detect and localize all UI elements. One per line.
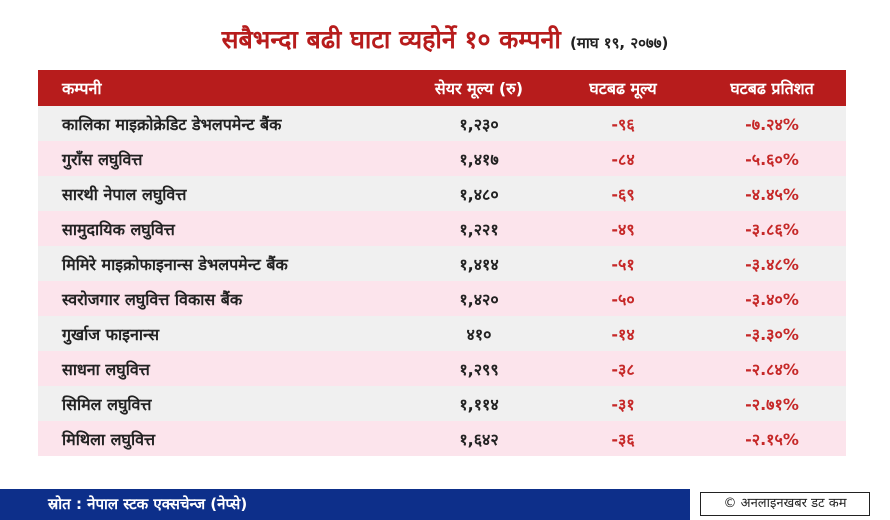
header-percent-change: घटबढ प्रतिशत — [730, 79, 814, 98]
table-header-row: कम्पनी सेयर मूल्य (रु) घटबढ मूल्य घटबढ प… — [38, 70, 846, 106]
table-body: कालिका माइक्रोक्रेडिट डेभलपमेन्ट बैंक १,… — [38, 106, 846, 456]
share-price: १,४२० — [459, 289, 499, 309]
brand-credit: © अनलाइनखबर डट कम — [700, 492, 870, 516]
price-change: -३१ — [611, 394, 635, 414]
price-change: -९६ — [611, 114, 635, 134]
percent-change: -३.८६% — [745, 219, 799, 239]
table-row: स्वरोजगार लघुवित्त विकास बैंक १,४२० -५० … — [38, 281, 846, 316]
percent-change: -२.७१% — [745, 394, 799, 414]
share-price: १,६४२ — [459, 429, 499, 449]
company-name: कालिका माइक्रोक्रेडिट डेभलपमेन्ट बैंक — [62, 114, 282, 134]
share-price: १,४१४ — [459, 254, 499, 274]
table-row: मिमिरे माइक्रोफाइनान्स डेभलपमेन्ट बैंक १… — [38, 246, 846, 281]
header-price-change: घटबढ मूल्य — [589, 79, 657, 98]
price-change: -३८ — [611, 359, 635, 379]
share-price: १,२३० — [459, 114, 499, 134]
percent-change: -३.४८% — [745, 254, 799, 274]
company-name: स्वरोजगार लघुवित्त विकास बैंक — [62, 289, 243, 309]
company-name: मिथिला लघुवित्त — [62, 429, 156, 449]
share-price: १,११४ — [459, 394, 499, 414]
table-row: कालिका माइक्रोक्रेडिट डेभलपमेन्ट बैंक १,… — [38, 106, 846, 141]
share-price: १,४१७ — [459, 149, 499, 169]
company-name: मिमिरे माइक्रोफाइनान्स डेभलपमेन्ट बैंक — [62, 254, 288, 274]
percent-change: -२.१५% — [745, 429, 799, 449]
company-name: गुर्खाज फाइनान्स — [62, 324, 160, 344]
source-text: स्रोत : नेपाल स्टक एक्सचेन्ज (नेप्से) — [0, 489, 690, 520]
table-row: सिमिल लघुवित्त १,११४ -३१ -२.७१% — [38, 386, 846, 421]
price-change: -८४ — [611, 149, 635, 169]
percent-change: -४.४५% — [745, 184, 799, 204]
price-change: -४९ — [611, 219, 635, 239]
percent-change: -३.३०% — [745, 324, 799, 344]
table-row: गुर्खाज फाइनान्स ४१० -१४ -३.३०% — [38, 316, 846, 351]
percent-change: -५.६०% — [745, 149, 799, 169]
price-change: -६९ — [611, 184, 635, 204]
price-change: -१४ — [611, 324, 635, 344]
percent-change: -७.२४% — [745, 114, 799, 134]
table-row: सामुदायिक लघुवित्त १,२२१ -४९ -३.८६% — [38, 211, 846, 246]
header-share-price: सेयर मूल्य (रु) — [434, 79, 524, 98]
price-change: -५१ — [611, 254, 635, 274]
company-name: सिमिल लघुवित्त — [62, 394, 152, 414]
table-row: गुराँस लघुवित्त १,४१७ -८४ -५.६०% — [38, 141, 846, 176]
table-row: साधना लघुवित्त १,२९९ -३८ -२.८४% — [38, 351, 846, 386]
company-name: सामुदायिक लघुवित्त — [62, 219, 175, 239]
table-row: सारथी नेपाल लघुवित्त १,४८० -६९ -४.४५% — [38, 176, 846, 211]
loss-table: कम्पनी सेयर मूल्य (रु) घटबढ मूल्य घटबढ प… — [38, 70, 846, 456]
percent-change: -३.४०% — [745, 289, 799, 309]
page-title: सबैभन्दा बढी घाटा व्यहोर्ने १० कम्पनी (म… — [0, 22, 890, 56]
company-name: सारथी नेपाल लघुवित्त — [62, 184, 187, 204]
percent-change: -२.८४% — [745, 359, 799, 379]
company-name: गुराँस लघुवित्त — [62, 149, 143, 169]
share-price: १,२९९ — [459, 359, 499, 379]
share-price: १,२२१ — [459, 219, 499, 239]
price-change: -५० — [611, 289, 635, 309]
title-date: (माघ १९, २०७७) — [570, 34, 669, 52]
table-row: मिथिला लघुवित्त १,६४२ -३६ -२.१५% — [38, 421, 846, 456]
share-price: ४१० — [466, 324, 492, 344]
title-main: सबैभन्दा बढी घाटा व्यहोर्ने १० कम्पनी — [221, 25, 561, 54]
footer: स्रोत : नेपाल स्टक एक्सचेन्ज (नेप्से) © … — [0, 489, 890, 520]
price-change: -३६ — [611, 429, 635, 449]
share-price: १,४८० — [459, 184, 499, 204]
company-name: साधना लघुवित्त — [62, 359, 150, 379]
header-company: कम्पनी — [62, 79, 102, 98]
